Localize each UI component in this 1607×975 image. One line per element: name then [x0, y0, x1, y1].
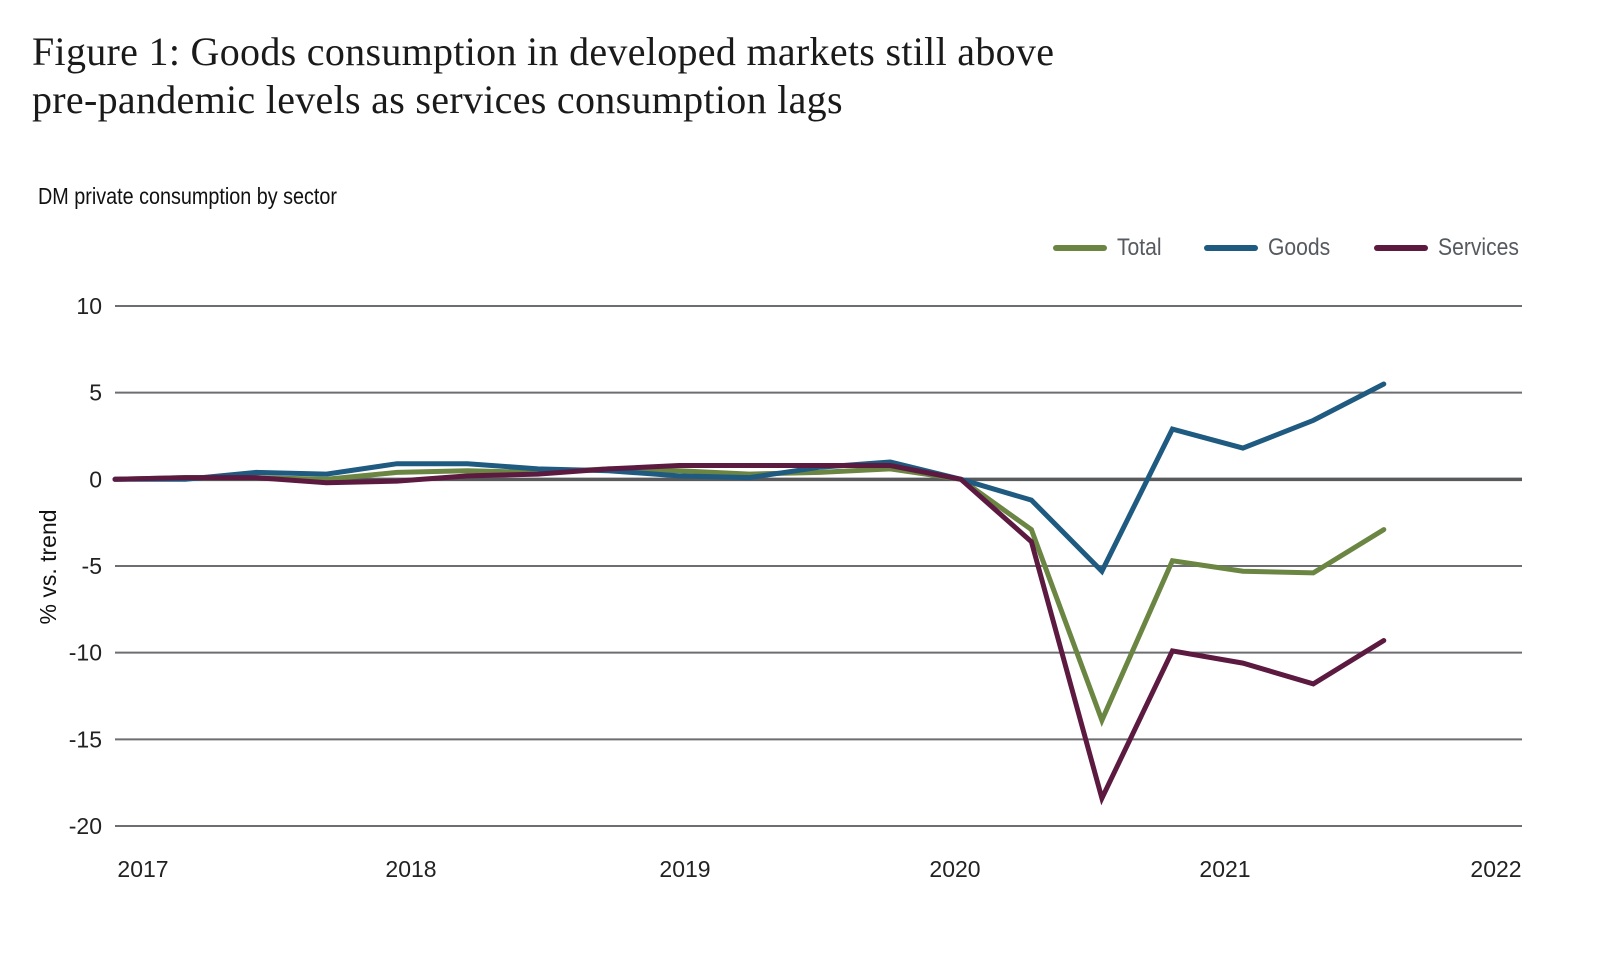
x-tick-label: 2019 — [659, 856, 710, 882]
x-tick-label: 2022 — [1470, 856, 1521, 882]
y-tick-label: -5 — [82, 553, 102, 579]
figure-title: Figure 1: Goods consumption in developed… — [32, 28, 1232, 124]
series-line-services — [112, 463, 1387, 806]
x-tick-label: 2020 — [929, 856, 980, 882]
y-tick-label: 0 — [89, 466, 102, 492]
legend-swatch-total — [1053, 245, 1107, 251]
legend-label-total: Total — [1117, 234, 1162, 261]
figure-title-line-1: Figure 1: Goods consumption in developed… — [32, 29, 1055, 74]
y-tick-label: -15 — [69, 726, 102, 752]
legend-swatch-services — [1374, 245, 1429, 251]
x-tick-label: 2017 — [117, 856, 168, 882]
x-axis-ticks: 2017 2018 2019 2020 2021 2022 — [117, 856, 1521, 882]
legend-label-services: Services — [1438, 234, 1520, 261]
y-tick-label: 10 — [76, 293, 102, 319]
x-tick-label: 2018 — [385, 856, 436, 882]
chart-legend: Total Goods Services — [1053, 234, 1530, 262]
y-axis-ticks: 10 5 0 -5 -10 -15 -20 — [69, 293, 102, 839]
legend-item-total: Total — [1053, 234, 1168, 262]
gridlines — [115, 305, 1522, 827]
series-line-total — [112, 466, 1387, 727]
legend-swatch-goods — [1203, 245, 1258, 251]
figure-title-line-2: pre-pandemic levels as services consumpt… — [32, 77, 843, 122]
series-line-goods — [112, 381, 1387, 576]
y-axis-title: % vs. trend — [35, 509, 61, 624]
chart-subtitle: DM private consumption by sector — [38, 183, 338, 209]
x-tick-label: 2021 — [1199, 856, 1250, 882]
series-lines — [112, 381, 1387, 806]
y-tick-label: -20 — [69, 813, 102, 839]
legend-label-goods: Goods — [1267, 234, 1330, 261]
y-tick-label: -10 — [69, 640, 102, 666]
y-tick-label: 5 — [89, 380, 102, 406]
legend-item-services: Services — [1374, 234, 1530, 262]
legend-item-goods: Goods — [1203, 234, 1339, 262]
